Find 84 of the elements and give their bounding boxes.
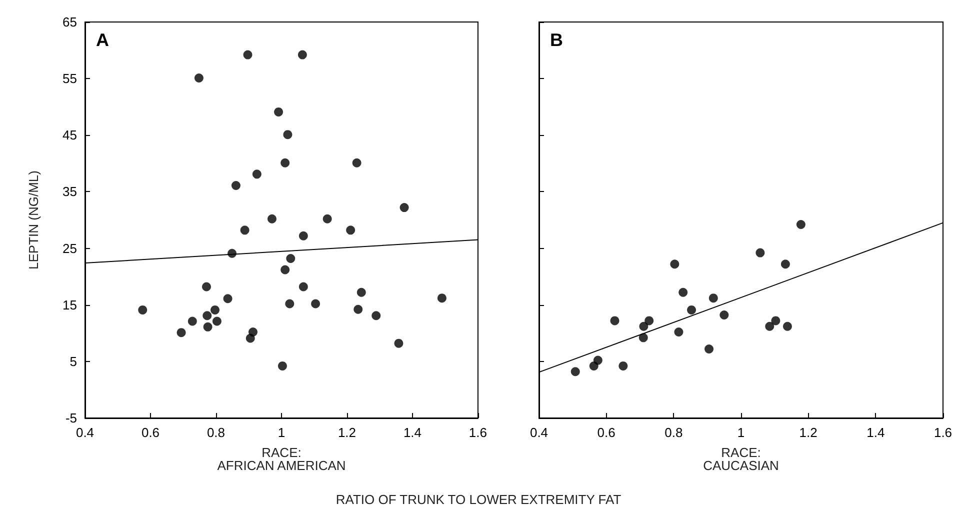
point — [322, 214, 332, 224]
x-tick-label: 1.2 — [799, 425, 818, 440]
point — [782, 322, 792, 331]
point — [437, 294, 446, 303]
point — [678, 288, 688, 297]
point — [354, 304, 363, 314]
point — [283, 130, 292, 140]
y-tick-label: 5 — [70, 354, 77, 369]
point — [278, 361, 287, 370]
point — [202, 311, 212, 320]
x-axis-title: RACE: CAUCASIAN — [703, 445, 779, 473]
point — [639, 322, 648, 331]
point — [570, 367, 580, 376]
point — [765, 322, 774, 331]
x-tick-label: 0.6 — [597, 425, 616, 440]
point — [298, 231, 308, 240]
point — [687, 305, 696, 314]
chart-title: A — [96, 30, 109, 50]
x-tick-label: 0.6 — [141, 425, 160, 440]
point — [203, 322, 212, 332]
y-tick-label: 45 — [62, 128, 77, 143]
y-tick-label: 35 — [62, 184, 77, 200]
point — [243, 50, 252, 60]
x-tick-label: 1.2 — [338, 425, 356, 440]
y-tick-label: 55 — [62, 71, 77, 86]
point — [674, 328, 684, 337]
x-tick-label: 0.4 — [530, 425, 548, 440]
point — [346, 226, 356, 235]
x-tick-label: 1.4 — [403, 425, 422, 440]
y-tick-label: -5 — [65, 410, 77, 426]
point — [610, 316, 620, 326]
point — [756, 248, 765, 258]
x-tick-label: 0.4 — [76, 425, 94, 440]
y-tick-label: 15 — [62, 297, 77, 312]
point — [267, 214, 276, 224]
point — [400, 203, 409, 212]
point — [796, 220, 806, 230]
point — [638, 333, 648, 342]
point — [771, 316, 780, 326]
x-tick-label: 1.6 — [934, 425, 952, 440]
point — [356, 288, 366, 297]
x-tick-label: 1.6 — [468, 425, 488, 440]
chart-title: B — [550, 30, 563, 50]
y-axis-title: LEPTIN (NG/ML) — [26, 170, 41, 270]
y-tick-label: 65 — [62, 14, 77, 30]
point — [280, 265, 290, 274]
point — [223, 294, 232, 304]
point — [285, 299, 294, 308]
point — [280, 158, 290, 168]
point — [231, 180, 240, 190]
point — [352, 158, 362, 168]
point — [780, 260, 790, 269]
point — [246, 334, 255, 343]
point — [644, 316, 654, 326]
point — [176, 328, 186, 338]
x-tick-label: 1.4 — [866, 425, 885, 440]
y-tick-label: 25 — [62, 240, 77, 256]
x-tick-label: 0.8 — [206, 425, 226, 440]
point — [589, 361, 598, 370]
point — [188, 316, 197, 326]
x-tick-label: 1 — [737, 425, 745, 440]
point — [138, 305, 148, 314]
point — [372, 311, 381, 320]
point — [210, 305, 220, 314]
point — [298, 50, 307, 60]
x-tick-label: 1 — [278, 425, 286, 440]
point — [252, 170, 262, 179]
point — [286, 254, 296, 263]
point — [240, 226, 250, 235]
point — [202, 282, 211, 292]
point — [618, 361, 628, 370]
point — [212, 316, 222, 326]
point — [274, 107, 284, 116]
text: RATIO OF TRUNK TO LOWER EXTREMITY FAT — [334, 492, 622, 507]
point — [670, 260, 680, 269]
point — [298, 282, 308, 292]
x-axis-title: RACE: AFRICAN AMERICAN — [217, 445, 346, 473]
point — [704, 344, 714, 354]
x-tick-label: 0.8 — [664, 425, 683, 440]
point — [708, 294, 718, 303]
point — [194, 74, 204, 83]
point — [394, 338, 404, 348]
point — [311, 299, 320, 308]
point — [720, 310, 729, 320]
